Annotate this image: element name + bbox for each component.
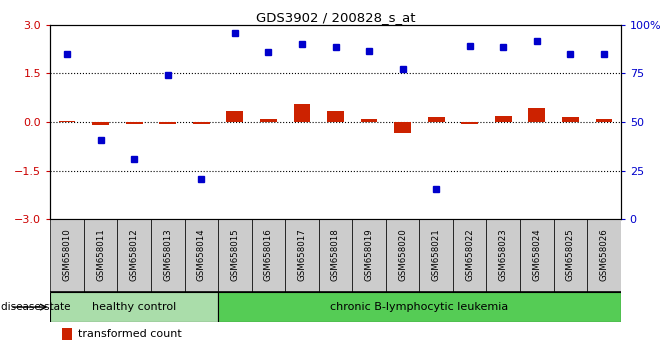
Text: disease state: disease state: [1, 302, 71, 312]
Text: GSM658026: GSM658026: [599, 228, 609, 281]
Bar: [319, 219, 352, 292]
Bar: [595, 119, 612, 122]
Bar: [185, 219, 218, 292]
Text: GSM658018: GSM658018: [331, 228, 340, 281]
Bar: [419, 219, 453, 292]
Bar: [453, 219, 486, 292]
Bar: [218, 219, 252, 292]
Bar: [486, 219, 520, 292]
Bar: [554, 219, 587, 292]
Bar: [58, 120, 75, 122]
Bar: [226, 111, 243, 122]
Bar: [495, 116, 511, 122]
Bar: [520, 219, 554, 292]
Bar: [352, 219, 386, 292]
Text: GSM658025: GSM658025: [566, 228, 575, 281]
Text: GSM658019: GSM658019: [364, 228, 374, 281]
Bar: [92, 122, 109, 125]
Bar: [159, 122, 176, 124]
Bar: [117, 219, 151, 292]
Text: chronic B-lymphocytic leukemia: chronic B-lymphocytic leukemia: [330, 302, 509, 312]
Bar: [151, 219, 185, 292]
Bar: [125, 122, 142, 124]
Text: GSM658022: GSM658022: [465, 228, 474, 281]
Bar: [462, 122, 478, 124]
Text: GSM658024: GSM658024: [532, 228, 541, 281]
Bar: [193, 122, 209, 124]
Bar: [361, 119, 377, 122]
Bar: [394, 122, 411, 133]
Bar: [587, 219, 621, 292]
Bar: [528, 108, 545, 122]
Text: GSM658023: GSM658023: [499, 228, 508, 281]
Bar: [50, 219, 84, 292]
Text: GSM658015: GSM658015: [230, 228, 240, 281]
Text: GSM658020: GSM658020: [398, 228, 407, 281]
Text: healthy control: healthy control: [92, 302, 176, 312]
Bar: [218, 292, 621, 322]
Text: GSM658021: GSM658021: [431, 228, 441, 281]
Bar: [327, 111, 344, 122]
Bar: [50, 292, 218, 322]
Title: GDS3902 / 200828_s_at: GDS3902 / 200828_s_at: [256, 11, 415, 24]
Bar: [427, 117, 444, 122]
Text: transformed count: transformed count: [78, 329, 181, 339]
Text: GSM658012: GSM658012: [130, 228, 139, 281]
Bar: [386, 219, 419, 292]
Bar: [562, 117, 578, 122]
Bar: [285, 219, 319, 292]
Text: GSM658016: GSM658016: [264, 228, 273, 281]
Text: GSM658010: GSM658010: [62, 228, 72, 281]
Bar: [62, 328, 72, 340]
Bar: [260, 119, 276, 122]
Bar: [294, 104, 310, 122]
Text: GSM658013: GSM658013: [163, 228, 172, 281]
Bar: [252, 219, 285, 292]
Text: GSM658011: GSM658011: [96, 228, 105, 281]
Text: GSM658017: GSM658017: [297, 228, 307, 281]
Bar: [84, 219, 117, 292]
Text: GSM658014: GSM658014: [197, 228, 206, 281]
